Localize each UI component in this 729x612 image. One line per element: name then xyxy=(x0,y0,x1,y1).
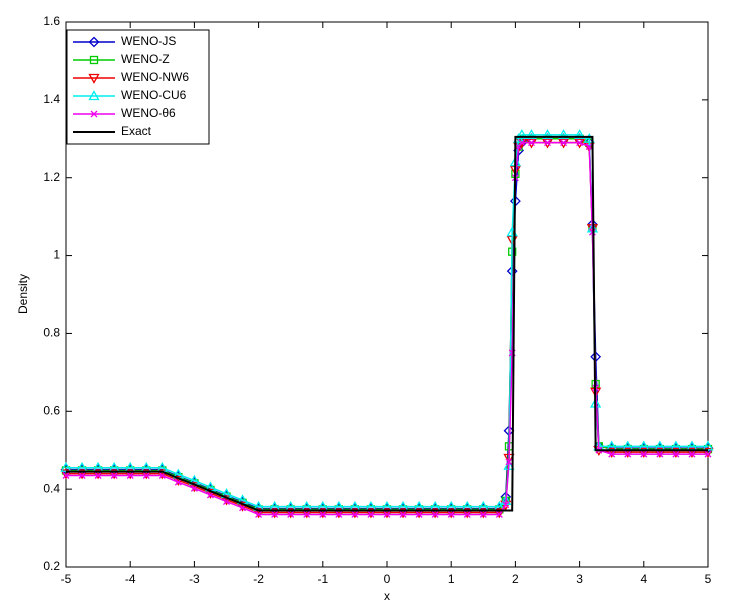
y-tick-label: 0.4 xyxy=(43,481,60,495)
marker xyxy=(415,510,423,518)
x-tick-label: -4 xyxy=(125,572,136,586)
marker xyxy=(142,472,150,479)
marker xyxy=(319,510,327,518)
marker xyxy=(502,501,510,509)
legend-marker xyxy=(90,110,98,118)
x-tick-label: 4 xyxy=(640,572,647,586)
y-tick-label: 1.6 xyxy=(43,14,60,28)
legend-label: Exact xyxy=(121,124,152,138)
y-tick-label: 0.2 xyxy=(43,559,60,573)
marker xyxy=(527,139,535,147)
marker xyxy=(516,129,528,140)
legend-label: WENO-θ6 xyxy=(121,106,176,120)
marker xyxy=(271,510,279,518)
marker xyxy=(573,129,586,140)
marker xyxy=(431,510,439,518)
marker xyxy=(255,510,263,518)
x-tick-label: -1 xyxy=(317,572,328,586)
y-tick-label: 1.2 xyxy=(43,170,60,184)
marker xyxy=(174,478,182,486)
marker xyxy=(126,472,134,479)
marker xyxy=(688,450,696,458)
x-tick-label: 1 xyxy=(448,572,455,586)
series-line xyxy=(66,135,708,512)
x-tick-label: -3 xyxy=(189,572,200,586)
marker xyxy=(656,450,664,458)
marker xyxy=(335,510,343,518)
marker xyxy=(287,510,295,518)
marker xyxy=(367,510,375,518)
marker xyxy=(505,458,513,466)
marker xyxy=(525,129,538,140)
marker xyxy=(399,510,407,518)
x-tick-label: -5 xyxy=(61,572,72,586)
legend-label: WENO-Z xyxy=(121,52,170,66)
marker xyxy=(463,510,471,518)
marker xyxy=(585,143,593,151)
legend-label: WENO-CU6 xyxy=(121,88,187,102)
marker xyxy=(576,139,584,147)
y-tick-label: 0.8 xyxy=(43,326,60,340)
marker xyxy=(62,472,70,479)
legend-label: WENO-NW6 xyxy=(121,70,189,84)
x-tick-label: 2 xyxy=(512,572,519,586)
y-tick-label: 0.6 xyxy=(43,403,60,417)
marker xyxy=(78,472,86,479)
marker xyxy=(479,510,487,518)
marker xyxy=(94,472,102,479)
x-tick-label: 5 xyxy=(705,572,712,586)
legend-marker xyxy=(88,73,100,84)
x-tick-label: 3 xyxy=(576,572,583,586)
marker xyxy=(383,510,391,518)
marker xyxy=(518,139,526,147)
x-axis-label: x xyxy=(384,589,390,603)
marker xyxy=(495,510,503,518)
marker xyxy=(351,510,359,518)
marker xyxy=(110,472,118,479)
marker xyxy=(223,498,230,506)
marker xyxy=(560,139,568,147)
marker xyxy=(608,450,616,458)
y-tick-label: 1 xyxy=(53,248,60,262)
legend-marker xyxy=(88,36,100,48)
marker xyxy=(557,129,570,140)
marker xyxy=(303,510,311,518)
legend-marker xyxy=(89,55,99,65)
legend-box xyxy=(66,29,210,145)
legend-label: WENO-JS xyxy=(121,34,176,48)
marker xyxy=(447,510,455,518)
legend-marker xyxy=(88,90,100,101)
y-axis-label: Density xyxy=(16,274,30,314)
marker xyxy=(704,450,712,458)
marker xyxy=(672,450,680,458)
marker xyxy=(541,129,554,140)
x-tick-label: -2 xyxy=(253,572,264,586)
x-tick-label: 0 xyxy=(384,572,391,586)
marker xyxy=(624,450,632,458)
marker xyxy=(544,139,551,147)
marker xyxy=(640,450,648,458)
y-tick-label: 1.4 xyxy=(43,92,60,106)
